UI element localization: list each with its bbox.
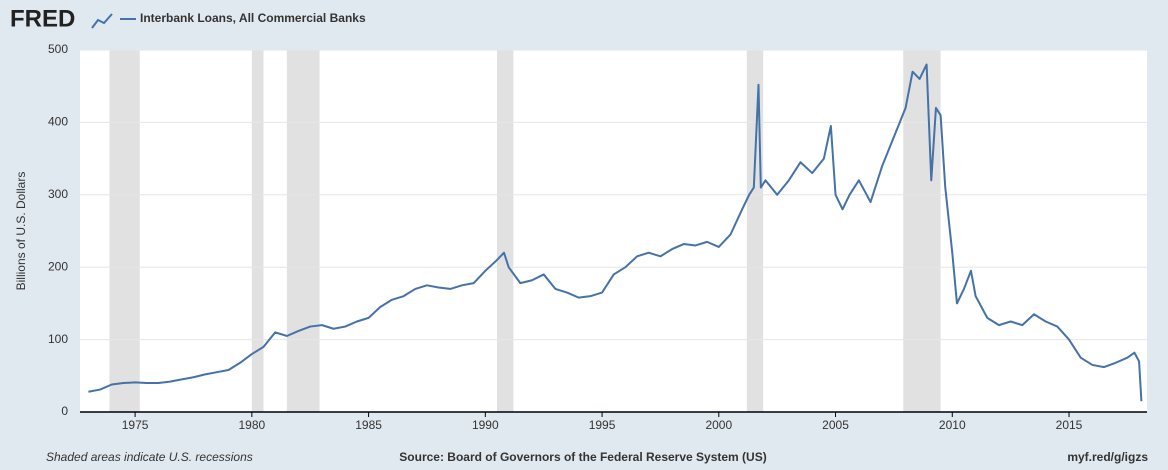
data-line [88,63,1143,402]
recession-band [903,50,941,412]
note: Shaded areas indicate U.S. recessions [46,450,253,464]
logo: FRED [10,5,75,32]
x-tick-label: 1980 [238,418,265,432]
recession-band [286,50,320,412]
x-tick-label: 1985 [355,418,382,432]
plot-area [80,50,1147,412]
logo-icon [91,13,113,29]
recession-band [251,50,264,412]
source: Source: Board of Governors of the Federa… [399,450,766,464]
y-tick-label: 400 [48,115,68,129]
x-tick-label: 1975 [122,418,149,432]
link: myf.red/g/igzs [1067,450,1148,464]
x-tick-label: 1990 [472,418,499,432]
y-tick-label: 100 [48,332,68,346]
recession-band [746,50,764,412]
x-tick-label: 2005 [822,418,849,432]
recession-band [109,50,140,412]
recession-band [496,50,514,412]
y-tick-label: 500 [48,42,68,56]
legend-label: Interbank Loans, All Commercial Banks [140,11,366,25]
y-axis-label: Billions of U.S. Dollars [14,172,28,291]
x-tick-label: 2015 [1056,418,1083,432]
y-tick-label: 300 [48,187,68,201]
x-tick-label: 1995 [589,418,616,432]
x-tick-label: 2000 [705,418,732,432]
x-tick-label: 2010 [939,418,966,432]
y-tick-label: 0 [61,404,68,418]
y-tick-label: 200 [48,259,68,273]
